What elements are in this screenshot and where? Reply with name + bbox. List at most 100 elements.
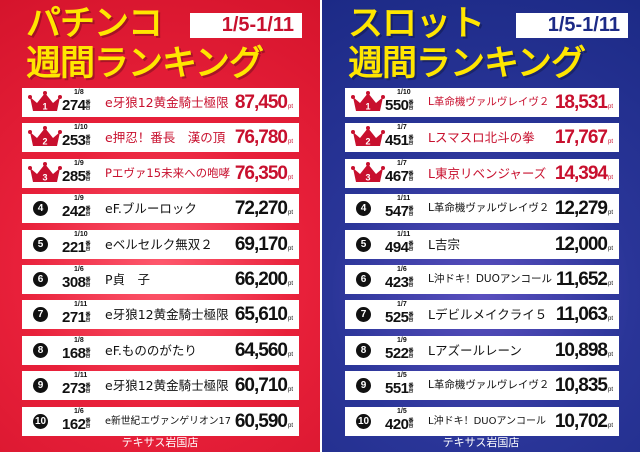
machine-unit: 番台 (408, 241, 414, 253)
score-value: 11,652 (555, 268, 608, 290)
ranking-row: 4 1/9 242番台 eF.ブルーロック 72,270pt (22, 194, 299, 224)
machine-unit: 番台 (85, 418, 91, 430)
rank: 3 (345, 159, 385, 188)
rank-badge: 8 (33, 342, 48, 358)
machine-info: 1/11 494番台 (385, 231, 425, 257)
machine-number: 420 (385, 415, 409, 433)
crown-icon: 1 (28, 91, 62, 112)
score: 10,835pt (555, 371, 613, 405)
crown-icon: 2 (351, 126, 385, 147)
machine-name: L東京リベンジャーズ (428, 165, 547, 181)
machine-name: L革命機ヴァルヴレイヴ２ (428, 202, 550, 215)
machine-info: 1/10 253番台 (62, 124, 102, 150)
rank: 5 (345, 230, 385, 259)
machine-unit: 番台 (85, 382, 91, 394)
rank: 4 (345, 194, 385, 223)
score-value: 18,531 (554, 92, 608, 113)
crown-icon: 3 (351, 161, 385, 182)
machine-name: L革命機ヴァルヴレイヴ２ (428, 96, 550, 108)
record-date: 1/6 (397, 265, 407, 273)
rank-number: 1 (365, 102, 370, 112)
record-date: 1/10 (74, 230, 88, 238)
rank-number: 2 (365, 137, 370, 147)
ranking-row: 5 1/10 221番台 eベルセルク無双２ 69,170pt (22, 229, 299, 259)
ranking-row: 5 1/11 494番台 L吉宗 12,000pt (345, 229, 619, 259)
machine-name: L沖ドキ！DUOアンコール (428, 415, 547, 427)
ranking-row: 6 1/6 308番台 P貞 子 66,200pt (22, 264, 299, 294)
machine-info: 1/7 451番台 (385, 124, 425, 150)
slot-ranking-list: 1 1/10 550番台 L革命機ヴァルヴレイヴ２ 18,531pt 2 1/7… (345, 88, 619, 442)
points-unit: pt (287, 280, 293, 287)
score-value: 10,835 (554, 375, 608, 397)
rank-number: 3 (42, 172, 47, 182)
machine-unit: 番台 (408, 276, 414, 288)
rank: 8 (22, 336, 62, 365)
rank: 6 (22, 265, 62, 294)
rank-badge: 10 (356, 413, 371, 429)
ranking-row: 10 1/5 420番台 L沖ドキ！DUOアンコール 10,702pt (345, 406, 619, 436)
rank-badge: 6 (356, 271, 371, 287)
record-date: 1/5 (397, 407, 407, 415)
machine-info: 1/9 522番台 (385, 337, 425, 363)
machine-unit: 番台 (408, 347, 414, 359)
machine-name: L吉宗 (428, 236, 460, 252)
machine-info: 1/9 285番台 (62, 160, 102, 186)
machine-name: eF.ブルーロック (105, 201, 197, 217)
machine-name: e新世紀エヴァンゲリオン17 (105, 415, 231, 427)
score: 12,000pt (555, 230, 613, 264)
score-value: 60,710 (234, 375, 288, 397)
machine-info: 1/6 308番台 (62, 266, 102, 292)
points-unit: pt (287, 139, 293, 146)
machine-unit: 番台 (85, 312, 91, 324)
machine-number: 221 (62, 238, 86, 256)
ranking-row: 1 1/10 550番台 L革命機ヴァルヴレイヴ２ 18,531pt (345, 88, 619, 117)
machine-number: 271 (62, 309, 86, 327)
title-line-1: パチンコ (26, 4, 163, 44)
points-unit: pt (607, 422, 613, 429)
machine-info: 1/11 271番台 (62, 301, 102, 327)
score: 64,560pt (235, 336, 293, 370)
ranking-row: 3 1/7 467番台 L東京リベンジャーズ 14,394pt (345, 158, 619, 188)
record-date: 1/7 (397, 159, 407, 167)
machine-unit: 番台 (85, 99, 91, 111)
machine-number: 242 (62, 203, 86, 221)
ranking-row: 4 1/11 547番台 L革命機ヴァルヴレイヴ２ 12,279pt (345, 194, 619, 224)
machine-info: 1/7 467番台 (385, 160, 425, 186)
points-unit: pt (607, 174, 613, 181)
record-date: 1/7 (397, 301, 407, 309)
record-date: 1/11 (397, 195, 411, 203)
machine-name: e牙狼12黄金騎士極限 (105, 307, 229, 323)
points-unit: pt (287, 174, 293, 181)
score: 17,767pt (555, 123, 613, 157)
score: 72,270pt (235, 194, 293, 228)
score: 76,780pt (235, 123, 293, 157)
machine-number: 451 (385, 132, 409, 150)
score: 87,450pt (235, 88, 293, 122)
machine-name: e押忍！番長 漢の頂 (105, 130, 226, 146)
record-date: 1/9 (74, 159, 84, 167)
record-date: 1/9 (397, 336, 407, 344)
points-unit: pt (287, 316, 293, 323)
points-unit: pt (607, 210, 613, 217)
machine-name: Pエヴァ15未来への咆哮 (105, 165, 231, 180)
record-date: 1/9 (74, 195, 84, 203)
machine-number: 168 (62, 344, 86, 362)
record-date: 1/11 (397, 230, 411, 238)
score: 69,170pt (235, 230, 293, 264)
machine-unit: 番台 (408, 418, 414, 430)
machine-number: 522 (385, 344, 409, 362)
score: 76,350pt (235, 159, 293, 193)
rank: 8 (345, 336, 385, 365)
rank: 2 (345, 123, 385, 152)
machine-name: Lデビルメイクライ５ (428, 307, 548, 323)
machine-info: 1/8 274番台 (62, 89, 102, 115)
rank: 1 (345, 88, 385, 117)
rank: 3 (22, 159, 62, 188)
record-date: 1/7 (397, 124, 407, 132)
pachinko-ranking-list: 1 1/8 274番台 e牙狼12黄金騎士極限 87,450pt 2 1/10 … (22, 88, 299, 442)
record-date: 1/6 (74, 265, 84, 273)
record-date: 1/10 (74, 124, 88, 132)
machine-info: 1/6 162番台 (62, 408, 102, 434)
ranking-row: 7 1/11 271番台 e牙狼12黄金騎士極限 65,610pt (22, 300, 299, 330)
title-line-2: 週間ランキング (348, 44, 586, 84)
